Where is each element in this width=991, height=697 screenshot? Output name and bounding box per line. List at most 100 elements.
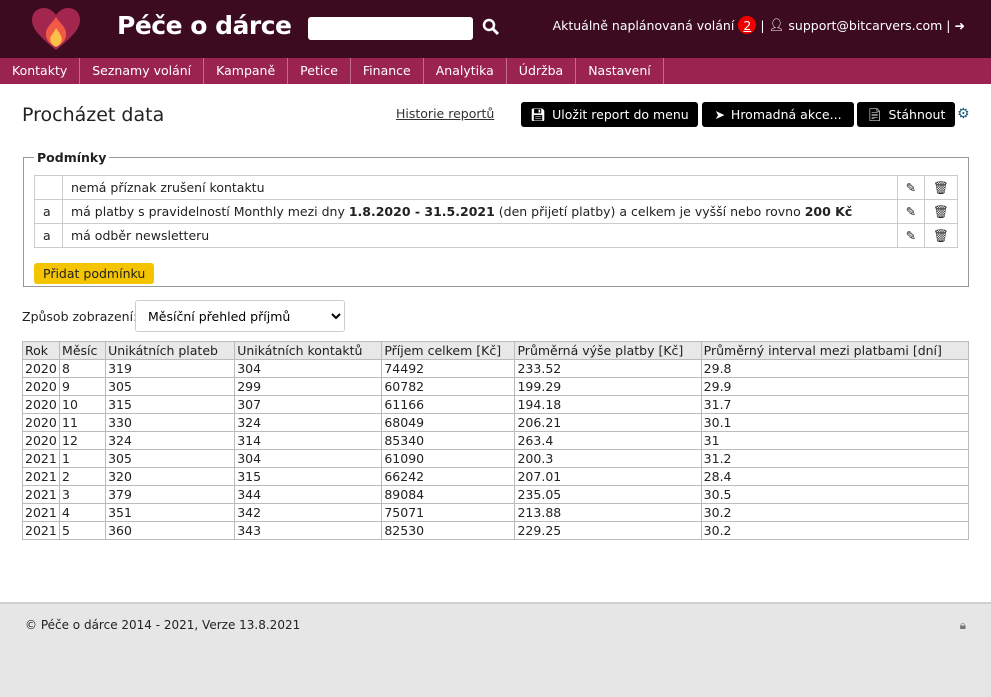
search-input[interactable] — [308, 17, 473, 40]
table-cell: 2021 — [21, 449, 61, 468]
column-header[interactable]: Měsíc — [59, 341, 107, 360]
table-cell: 60782 — [381, 377, 516, 396]
table-cell: 199.29 — [514, 377, 702, 396]
table-row: 2020 8 319 304 74492 233.52 29.8 — [21, 359, 970, 378]
column-header[interactable]: Rok — [21, 341, 61, 360]
table-row: 2021 2 320 315 66242 207.01 28.4 — [21, 467, 970, 486]
bulk-action-button[interactable]: ➤ Hromadná akce... — [702, 102, 854, 127]
edit-icon[interactable]: ✎ — [896, 199, 926, 224]
table-cell: 351 — [105, 503, 236, 522]
table-header-row: Rok Měsíc Unikátních plateb Unikátních kont… — [21, 341, 970, 360]
scheduled-calls-label: Aktuálně naplánovaná volání — [552, 17, 735, 33]
table-cell: 213.88 — [514, 503, 702, 522]
table-cell: 307 — [234, 395, 383, 414]
download-button[interactable]: 📄︎ Stáhnout — [857, 102, 955, 127]
table-cell: 315 — [234, 467, 383, 486]
table-cell: 2020 — [21, 413, 61, 432]
nav-item[interactable]: Kampaně — [204, 58, 289, 84]
gear-icon[interactable]: ⚙ — [957, 106, 970, 122]
column-header[interactable]: Unikátních kontaktů — [234, 341, 383, 360]
table-cell: 30.1 — [700, 413, 970, 432]
column-header[interactable]: Unikátních plateb — [105, 341, 236, 360]
table-cell: 2020 — [21, 377, 61, 396]
table-cell: 343 — [234, 521, 383, 540]
floppy-icon: 💾︎ — [530, 106, 547, 122]
nav-item[interactable]: Kontakty — [0, 58, 81, 84]
condition-text-part: (den přijetí platby) a celkem je vyšší n… — [494, 204, 805, 219]
table-cell: 206.21 — [514, 413, 702, 432]
nav-item[interactable]: Finance — [351, 58, 424, 84]
table-cell: 299 — [234, 377, 383, 396]
condition-row: nemá příznak zrušení kontaktu ✎ 🗑︎ — [34, 175, 958, 200]
table-cell: 11 — [59, 413, 107, 432]
report-history-link[interactable]: Historie reportů — [396, 106, 495, 121]
table-cell: 5 — [59, 521, 107, 540]
nav-item[interactable]: Petice — [288, 58, 351, 84]
data-table: Rok Měsíc Unikátních plateb Unikátních kont… — [21, 341, 970, 540]
table-cell: 29.8 — [700, 359, 970, 378]
main-content: Procházet data Historie reportů 💾︎ Uložit… — [0, 84, 991, 604]
condition-text-part: nemá příznak zrušení kontaktu — [71, 180, 265, 195]
table-cell: 319 — [105, 359, 236, 378]
column-header[interactable]: Průměrný interval mezi platbami [dní] — [700, 341, 970, 360]
footer: © Péče o dárce 2014 - 2021, Verze 13.8.2… — [0, 604, 991, 646]
table-cell: 304 — [234, 449, 383, 468]
condition-operator: a — [34, 199, 63, 224]
logout-icon[interactable]: ➜ — [954, 17, 965, 33]
add-condition-button[interactable]: Přidat podmínku — [34, 263, 155, 284]
scheduled-calls-badge[interactable]: 2 — [738, 16, 757, 34]
nav-item[interactable]: Seznamy volání — [80, 58, 205, 84]
app-title: Péče o dárce — [117, 11, 292, 40]
conditions-panel: Podmínky nemá příznak zrušení kontaktu ✎ 🗑… — [23, 150, 969, 287]
table-cell: 342 — [234, 503, 383, 522]
nav-item[interactable]: Nastavení — [576, 58, 664, 84]
search-icon[interactable] — [482, 18, 500, 36]
column-header[interactable]: Průměrná výše platby [Kč] — [514, 341, 702, 360]
table-cell: 324 — [234, 413, 383, 432]
table-row: 2021 5 360 343 82530 229.25 30.2 — [21, 521, 970, 540]
user-email-link[interactable]: support@bitcarvers.com — [788, 17, 943, 33]
table-cell: 85340 — [381, 431, 516, 450]
header: Péče o dárce Aktuálně naplánovaná volání… — [0, 0, 991, 58]
page-title: Procházet data — [22, 104, 165, 126]
condition-operator — [34, 175, 63, 200]
trash-icon[interactable]: 🗑︎ — [924, 199, 958, 224]
table-cell: 305 — [105, 377, 236, 396]
column-header[interactable]: Příjem celkem [Kč] — [381, 341, 516, 360]
table-cell: 233.52 — [514, 359, 702, 378]
table-cell: 2 — [59, 467, 107, 486]
nav-item[interactable]: Údržba — [507, 58, 577, 84]
save-report-label: Uložit report do menu — [552, 107, 689, 122]
table-cell: 379 — [105, 485, 236, 504]
main-nav: Kontakty Seznamy volání Kampaně Petice Finan… — [0, 58, 991, 84]
table-row: 2021 1 305 304 61090 200.3 31.2 — [21, 449, 970, 468]
table-cell: 2020 — [21, 431, 61, 450]
table-cell: 12 — [59, 431, 107, 450]
table-cell: 2021 — [21, 503, 61, 522]
table-cell: 207.01 — [514, 467, 702, 486]
table-cell: 235.05 — [514, 485, 702, 504]
edit-icon[interactable]: ✎ — [896, 175, 926, 200]
edit-icon[interactable]: ✎ — [896, 223, 926, 248]
trash-icon[interactable]: 🗑︎ — [924, 223, 958, 248]
table-cell: 315 — [105, 395, 236, 414]
table-row: 2021 3 379 344 89084 235.05 30.5 — [21, 485, 970, 504]
table-row: 2020 11 330 324 68049 206.21 30.1 — [21, 413, 970, 432]
table-cell: 320 — [105, 467, 236, 486]
logo-heart-flame-icon[interactable] — [30, 7, 82, 51]
table-cell: 75071 — [381, 503, 516, 522]
table-cell: 344 — [234, 485, 383, 504]
nav-item[interactable]: Analytika — [424, 58, 507, 84]
table-cell: 360 — [105, 521, 236, 540]
table-cell: 30.2 — [700, 503, 970, 522]
save-report-button[interactable]: 💾︎ Uložit report do menu — [521, 102, 698, 127]
condition-text-part: 200 Kč — [804, 204, 853, 219]
bulk-action-label: Hromadná akce... — [730, 107, 842, 122]
table-cell: 263.4 — [514, 431, 702, 450]
condition-text: nemá příznak zrušení kontaktu — [62, 175, 898, 200]
display-mode-select[interactable]: Měsíční přehled příjmů — [135, 300, 345, 332]
table-cell: 330 — [105, 413, 236, 432]
lock-icon[interactable]: 🔒︎ — [959, 618, 966, 632]
table-cell: 10 — [59, 395, 107, 414]
trash-icon[interactable]: 🗑︎ — [924, 175, 958, 200]
